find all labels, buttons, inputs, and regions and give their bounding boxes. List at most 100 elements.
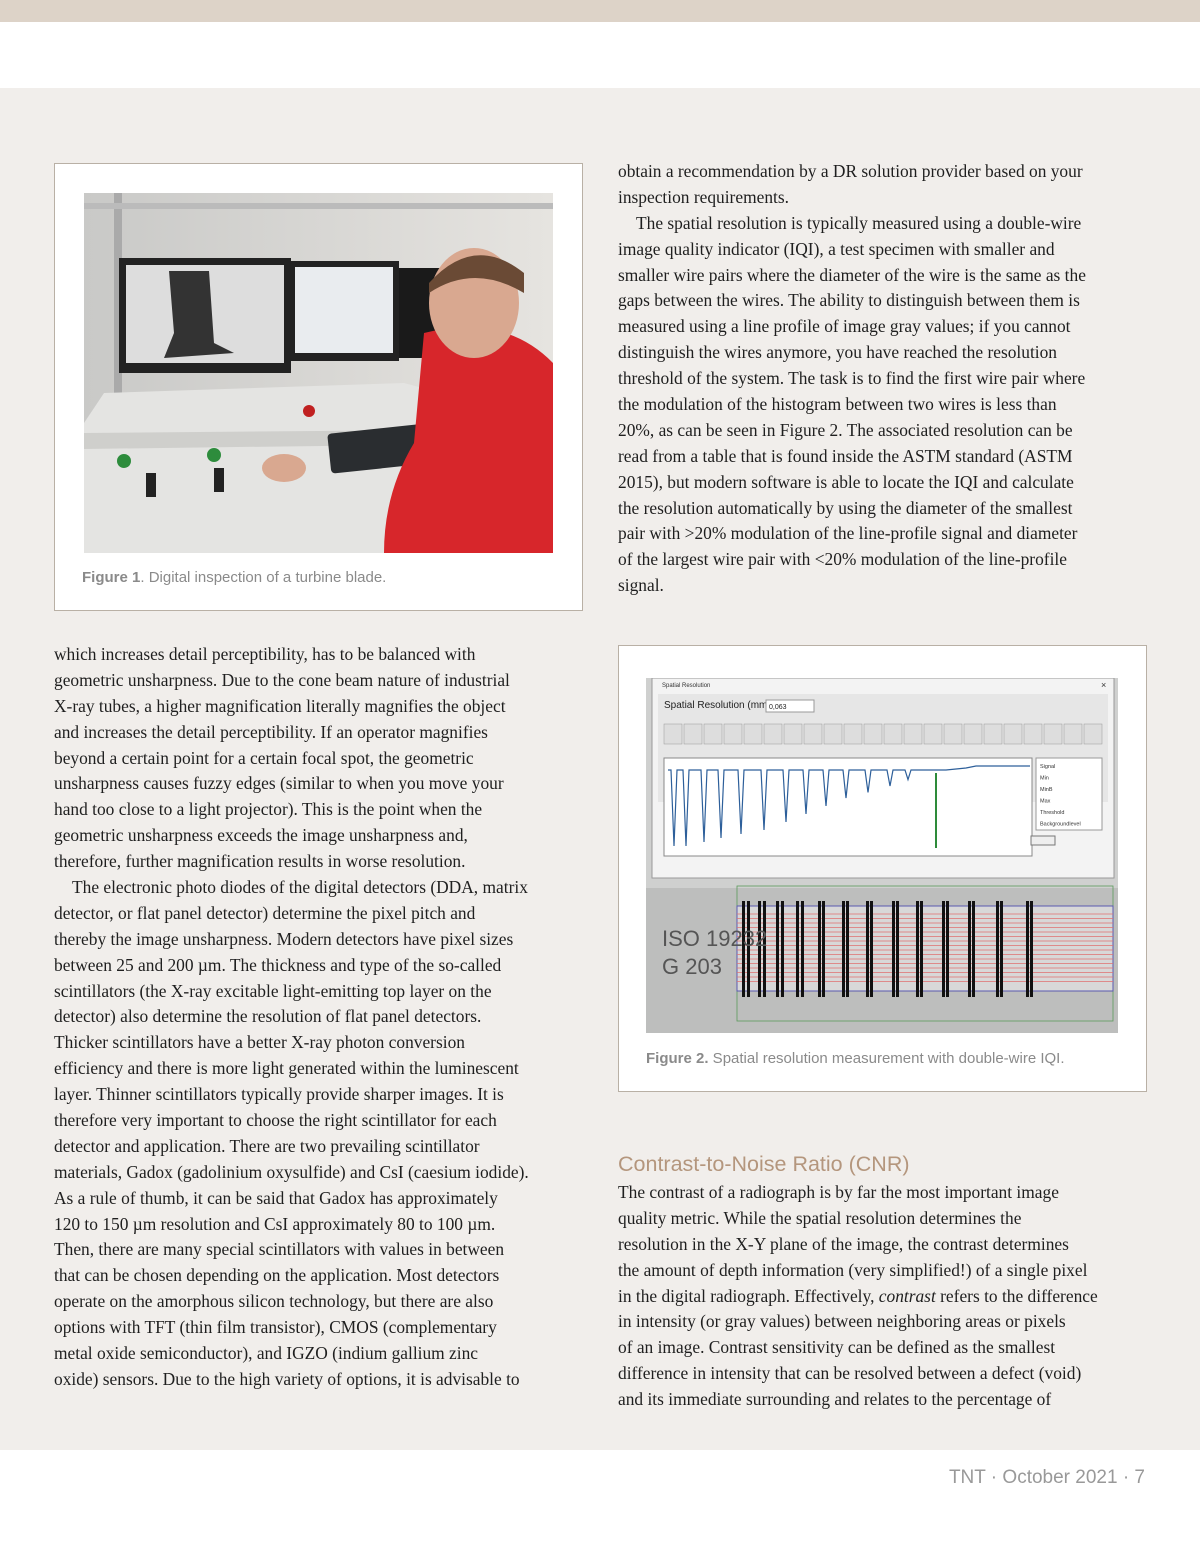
text-line: therefore, further magnification results… [54,851,466,872]
wire [822,901,825,997]
text-line: 20%, as can be seen in Figure 2. The ass… [618,419,1073,440]
figure-label: Figure 2. [646,1050,709,1067]
wire [1026,901,1029,997]
text-line: difference in intensity that can be reso… [618,1363,1082,1384]
text-line: The contrast of a radiograph is by far t… [618,1182,1059,1202]
wire [946,901,949,997]
cell [703,723,723,745]
iqi-label: G 203 [662,954,722,979]
wire [972,901,975,997]
text-column: The contrast of a radiograph is by far t… [618,1180,1098,1413]
text-line: in intensity (or gray values) between ne… [618,1311,1066,1332]
wire [801,901,804,997]
text-line: X-ray tubes, a higher magnification lite… [54,695,506,716]
wire [866,901,869,997]
text-line: oxide) sensors. Due to the high variety … [54,1368,520,1389]
text-line: 120 to 150 µm resolution and CsI approxi… [54,1213,496,1234]
text-line: resolution in the X-Y plane of the image… [618,1233,1069,1254]
footer-band [0,1450,1200,1558]
wire [1000,901,1003,997]
wire [892,901,895,997]
legend-label: Min [1040,776,1049,782]
wire [968,901,971,997]
text-line: options with TFT (thin film transistor),… [54,1317,497,1338]
text-line: signal. [618,575,664,596]
text-column: obtain a recommendation by a DR solution… [618,159,1086,599]
text-line: metal oxide semiconductor), and IGZO (in… [54,1343,479,1364]
legend-label: MinB [1040,787,1053,793]
text-line: quality metric. While the spatial resolu… [618,1207,1022,1228]
text-line: obtain a recommendation by a DR solution… [618,161,1083,181]
text-line: scintillators (the X-ray excitable light… [54,980,492,1001]
legend-label: Max [1040,799,1051,805]
text-line: between 25 and 200 µm. The thickness and… [54,954,502,975]
wire [916,901,919,997]
text-line: the modulation of the histogram between … [618,394,1057,415]
wire [747,901,750,997]
cell [803,723,823,745]
text-line: distinguish the wires anymore, you have … [618,342,1057,363]
text-line: layer. Thinner scintillators typically p… [54,1084,504,1105]
svg-text:×: × [1101,680,1106,690]
text-line: pair with >20% modulation of the line-pr… [618,523,1078,544]
emphasis: contrast [878,1285,936,1306]
cell [1063,723,1083,745]
text-line: inspection requirements. [618,186,789,207]
cell [923,723,943,745]
cell [723,723,743,745]
text-line: therefore very important to choose the r… [54,1110,497,1131]
text-line: The electronic photo diodes of the digit… [72,877,528,898]
screenshot: Spatial Resolution × Spatial Resolution … [646,678,1118,1033]
iqi-label: ISO 19232 [662,926,767,951]
photo [84,193,553,553]
legend-label: Threshold [1040,810,1064,816]
text-line: smaller wire pairs where the diameter of… [618,264,1086,285]
wire [996,901,999,997]
text-line: thereby the image unsharpness. Modern de… [54,928,514,949]
cell [983,723,1003,745]
text-column: which increases detail perceptibility, h… [54,642,529,1393]
top-band [0,0,1200,22]
cell [863,723,883,745]
text-line: geometric unsharpness. Due to the cone b… [54,669,510,690]
wire [846,901,849,997]
text-line: materials, Gadox (gadolinium oxysulfide)… [54,1161,529,1182]
text-line: the resolution automatically by using th… [618,497,1073,518]
text-line: gaps between the wires. The ability to d… [618,290,1080,311]
footer: TNT · October 2021 · 7 [948,1467,1145,1488]
text-line: detector, or flat panel detector) determ… [54,902,476,923]
cell [663,723,683,745]
caption: Figure 2. Spatial resolution measurement… [646,1050,1065,1067]
wire [763,901,766,997]
text-line: efficiency and there is more light gener… [54,1058,519,1079]
wire [1030,901,1033,997]
text-line: The spatial resolution is typically meas… [636,212,1082,233]
wire [870,901,873,997]
figure-1: Figure 1. Digital inspection of a turbin… [54,163,583,611]
text-line: hand too close to a light projector). Th… [54,799,483,820]
text-line: detector) also determine the resolution … [54,1006,482,1027]
text-line: that can be chosen depending on the appl… [54,1265,500,1286]
cell [1043,723,1063,745]
text-line: Then, there are many special scintillato… [54,1239,505,1260]
text-line: Thicker scintillators have a better X-ra… [54,1032,465,1053]
field-label: Spatial Resolution (mm) [664,700,771,711]
cell [943,723,963,745]
wire [896,901,899,997]
text-line: detector and application. There are two … [54,1135,480,1156]
wire [942,901,945,997]
text-line: operate on the amorphous silicon technol… [54,1291,494,1312]
text-line: and its immediate surrounding and relate… [618,1389,1052,1410]
caption-text: . Digital inspection of a turbine blade. [140,569,387,586]
text-line: measured using a line profile of image g… [618,316,1071,337]
header-band [0,22,1200,88]
wire [758,901,761,997]
wire [796,901,799,997]
wire [842,901,845,997]
cell [1003,723,1023,745]
wire [742,901,745,997]
caption: Figure 1. Digital inspection of a turbin… [82,569,386,586]
text-line: the amount of depth information (very si… [618,1259,1088,1280]
text-line: As a rule of thumb, it can be said that … [54,1187,498,1208]
